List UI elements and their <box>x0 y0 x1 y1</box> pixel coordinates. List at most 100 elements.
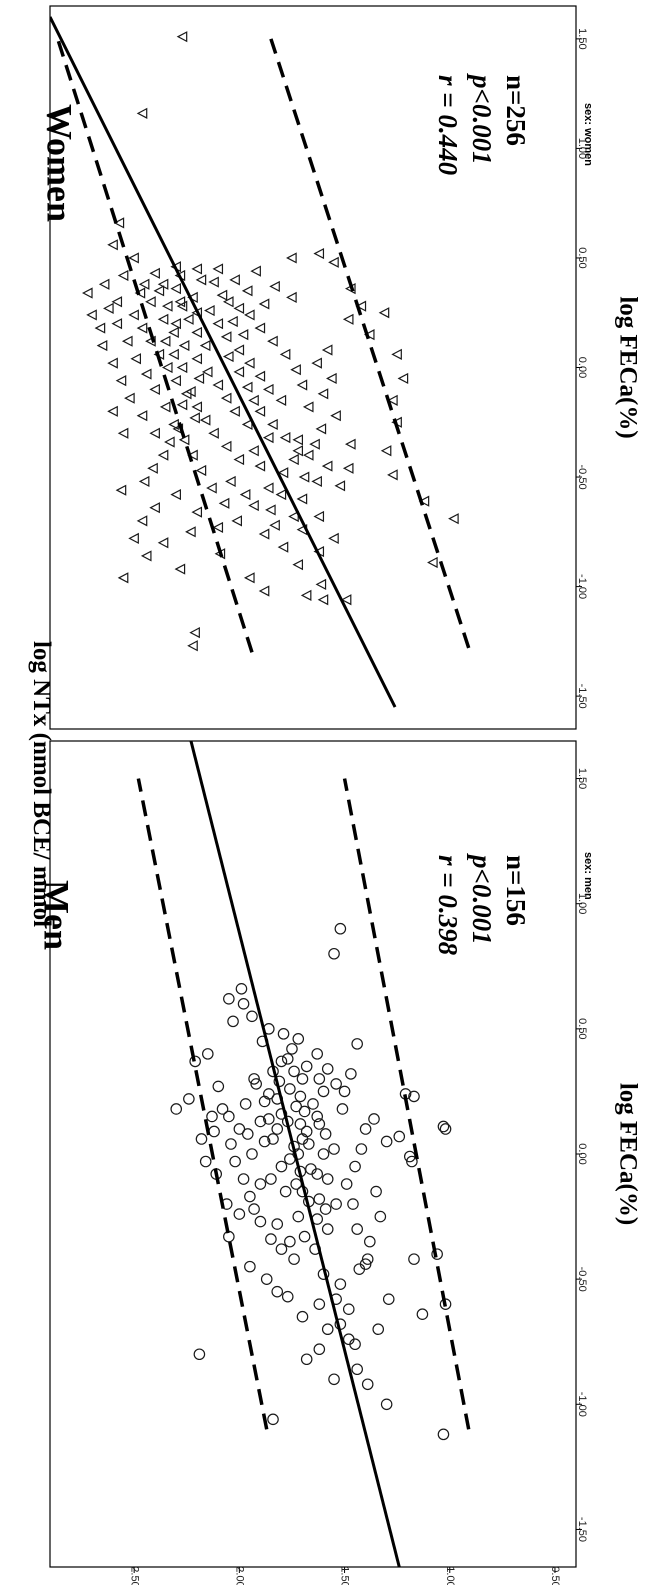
data-point <box>249 446 258 455</box>
data-point <box>226 477 235 486</box>
data-point <box>184 1094 194 1104</box>
x-tick-label: 1.00 <box>576 893 588 914</box>
data-point <box>428 558 437 567</box>
data-point <box>130 253 139 262</box>
data-point <box>344 1304 354 1314</box>
data-point <box>297 1311 307 1321</box>
regression-line <box>191 741 399 1567</box>
data-point <box>380 308 389 317</box>
y-tick-label: 2.00 <box>233 1566 245 1585</box>
data-point <box>155 286 164 295</box>
data-point <box>291 1179 301 1189</box>
data-point <box>203 1049 213 1059</box>
data-point <box>365 1236 375 1246</box>
data-point <box>191 628 200 637</box>
data-point <box>138 516 147 525</box>
data-point <box>222 442 231 451</box>
x-tick-label: 1.50 <box>576 768 588 789</box>
data-point <box>329 258 338 267</box>
data-point <box>317 424 326 433</box>
stat-r: r = 0.440 <box>433 75 463 176</box>
data-point <box>308 1099 318 1109</box>
data-point <box>159 315 168 324</box>
data-point <box>172 376 181 385</box>
data-point <box>151 269 160 278</box>
data-point <box>207 483 216 492</box>
data-point <box>245 359 254 368</box>
data-point <box>224 994 234 1004</box>
data-point <box>140 280 149 289</box>
data-point <box>320 1129 330 1139</box>
data-point <box>331 1199 341 1209</box>
data-point <box>117 486 126 495</box>
data-point <box>315 249 324 258</box>
data-point <box>266 1174 276 1184</box>
data-point <box>193 354 202 363</box>
data-point <box>214 380 223 389</box>
data-point <box>438 1121 448 1131</box>
data-point <box>294 560 303 569</box>
data-point <box>323 1174 333 1184</box>
data-point <box>260 299 269 308</box>
data-point <box>256 323 265 332</box>
data-point <box>159 451 168 460</box>
data-point <box>138 109 147 118</box>
data-point <box>409 1254 419 1264</box>
stat-p: p<0.001 <box>467 853 497 945</box>
data-point <box>329 949 339 959</box>
data-point <box>241 490 250 499</box>
data-point <box>172 284 181 293</box>
data-point <box>217 1104 227 1114</box>
data-point <box>151 385 160 394</box>
data-point <box>245 1191 255 1201</box>
x-tick-label: -1.00 <box>576 574 588 599</box>
data-point <box>235 455 244 464</box>
data-point <box>319 595 328 604</box>
data-point <box>119 429 128 438</box>
data-point <box>87 310 96 319</box>
data-point <box>224 352 233 361</box>
stat-r: r = 0.398 <box>433 855 463 956</box>
data-point <box>163 363 172 372</box>
data-point <box>184 315 193 324</box>
data-point <box>352 1039 362 1049</box>
data-point <box>300 472 309 481</box>
data-point <box>341 1179 351 1189</box>
data-point <box>83 288 92 297</box>
data-point <box>313 477 322 486</box>
data-point <box>214 319 223 328</box>
data-point <box>315 512 324 521</box>
data-point <box>323 1064 333 1074</box>
data-point <box>200 1156 210 1166</box>
data-point <box>289 1254 299 1264</box>
data-point <box>235 345 244 354</box>
data-point <box>292 365 301 374</box>
data-point <box>393 350 402 359</box>
data-point <box>252 267 261 276</box>
x-axis-title: log FECa(%) <box>614 296 641 438</box>
data-point <box>268 420 277 429</box>
data-point <box>304 451 313 460</box>
data-point <box>235 367 244 376</box>
data-point <box>295 1119 305 1129</box>
data-point <box>281 350 290 359</box>
data-point <box>193 508 202 517</box>
data-point <box>319 389 328 398</box>
data-point <box>371 1186 381 1196</box>
data-point <box>214 264 223 273</box>
data-point <box>109 240 118 249</box>
data-point <box>209 1126 219 1136</box>
data-point <box>375 1211 385 1221</box>
data-point <box>210 429 219 438</box>
data-point <box>329 534 338 543</box>
data-point <box>327 374 336 383</box>
data-point <box>388 470 397 479</box>
x-tick-label: 1.50 <box>576 28 588 49</box>
data-point <box>210 277 219 286</box>
y-tick-label: 0.50 <box>549 1566 561 1585</box>
data-point <box>142 369 151 378</box>
data-point <box>243 286 252 295</box>
data-point <box>339 1086 349 1096</box>
data-point <box>277 490 286 499</box>
x-tick-label: 0.00 <box>576 1143 588 1164</box>
